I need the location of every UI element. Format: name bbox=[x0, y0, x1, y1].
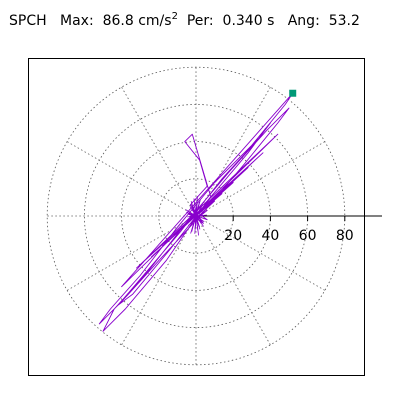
max-unit: cm/s bbox=[138, 13, 172, 29]
chart-header: SPCH Max: 86.8 cm/s2 Per: 0.340 s Ang: 5… bbox=[9, 11, 360, 29]
peak-marker bbox=[289, 89, 297, 97]
orbit-center-segment bbox=[191, 203, 200, 228]
orbit-trace bbox=[98, 92, 294, 332]
radial-axis: 20 40 60 80 bbox=[196, 215, 382, 244]
grid-spoke-30 bbox=[205, 141, 326, 211]
grid-spoke-120 bbox=[121, 86, 191, 207]
orbit-center-segment bbox=[195, 203, 198, 227]
angle-label: Ang: bbox=[287, 13, 320, 29]
grid-spoke-210 bbox=[66, 221, 187, 291]
period-value: 0.340 s bbox=[222, 13, 275, 29]
max-label: Max: bbox=[60, 13, 94, 29]
radial-tick-label-40: 40 bbox=[261, 228, 279, 244]
peak-marker-layer bbox=[289, 89, 297, 97]
max-unit-exponent: 2 bbox=[171, 11, 178, 22]
radial-tick-label-60: 60 bbox=[299, 228, 317, 244]
radial-tick-label-20: 20 bbox=[224, 228, 242, 244]
radial-tick-label-80: 80 bbox=[336, 228, 354, 244]
period-label: Per: bbox=[186, 13, 214, 29]
grid-spoke-330 bbox=[205, 221, 326, 291]
plot-frame bbox=[28, 58, 365, 376]
angle-value: 53.2 bbox=[328, 13, 360, 29]
grid-spoke-300 bbox=[201, 225, 271, 346]
orbit-trace-line bbox=[98, 92, 294, 332]
station-code: SPCH bbox=[9, 13, 47, 29]
grid-spoke-240 bbox=[121, 225, 191, 346]
max-value: 86.8 bbox=[102, 13, 134, 29]
grid-spoke-150 bbox=[66, 141, 187, 211]
grid-spoke-60 bbox=[201, 86, 271, 207]
